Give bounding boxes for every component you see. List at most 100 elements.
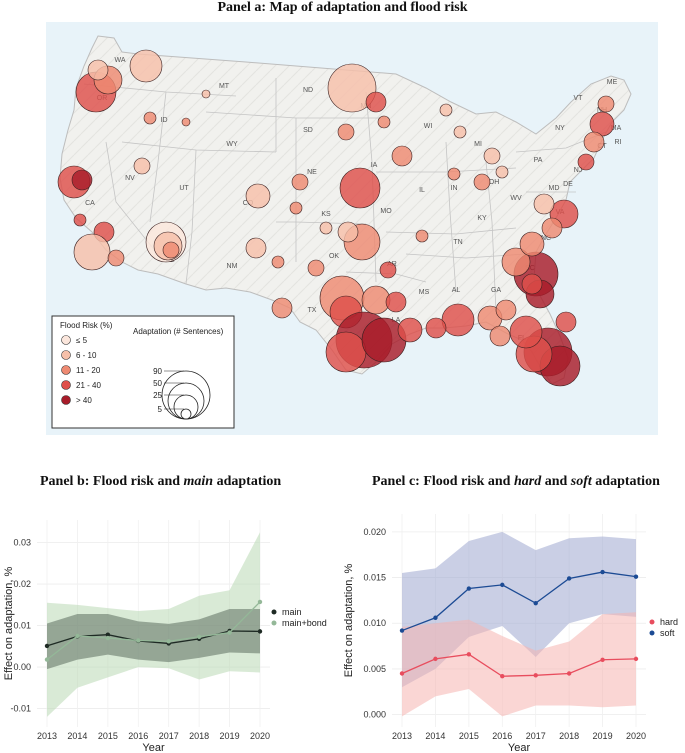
x-tick-label: 2017	[526, 731, 546, 741]
risk-legend-swatch	[61, 395, 71, 405]
map-bubble	[162, 241, 180, 259]
x-axis-label: Year	[142, 742, 165, 753]
map-bubble	[597, 95, 615, 113]
map-bubble	[271, 297, 293, 319]
map-bubble	[583, 131, 605, 153]
legend-label: main	[282, 607, 302, 617]
data-point	[136, 638, 141, 643]
state-label-ms: MS	[419, 289, 430, 296]
map-bubble	[245, 183, 271, 209]
risk-legend-swatch	[61, 380, 71, 390]
map-bubble	[339, 167, 381, 209]
data-point	[633, 656, 639, 662]
map-bubble	[73, 233, 111, 271]
state-label-ca: CA	[85, 200, 95, 207]
data-point	[633, 574, 639, 579]
data-point	[44, 643, 50, 649]
x-tick-label: 2014	[67, 731, 87, 741]
panel-b-title: Panel b: Flood risk and main adaptation	[40, 474, 281, 490]
map-bubble	[483, 147, 501, 165]
risk-legend-label: > 40	[76, 396, 92, 405]
panel-b-title-prefix: Panel b: Flood risk and	[40, 474, 184, 489]
state-label-il: IL	[419, 187, 425, 194]
map-bubble	[379, 261, 397, 279]
panel-b-title-suffix: adaptation	[213, 474, 282, 489]
legend-size-title: Adaptation (# Sentences)	[133, 327, 224, 336]
map-bubble	[385, 291, 407, 313]
map-bubble	[73, 213, 87, 227]
x-tick-label: 2019	[220, 731, 240, 741]
data-point	[105, 632, 111, 637]
x-tick-label: 2018	[189, 731, 209, 741]
state-label-md: MD	[549, 185, 560, 192]
legend-label: soft	[660, 628, 675, 638]
x-tick-label: 2019	[593, 731, 613, 741]
x-tick-label: 2013	[37, 731, 57, 741]
confidence-band-soft	[402, 531, 636, 688]
data-point	[399, 671, 405, 676]
map-bubble	[377, 115, 391, 129]
panel-c-title-prefix: Panel c: Flood risk and	[372, 474, 514, 489]
y-axis-label: Effect on adaptation, %	[3, 567, 15, 681]
data-point	[566, 576, 572, 581]
state-label-nc: NC	[541, 235, 551, 242]
x-tick-label: 2017	[159, 731, 179, 741]
state-label-ga: GA	[491, 287, 501, 294]
state-label-tn: TN	[453, 239, 462, 246]
panel-b-title-em: main	[183, 474, 214, 489]
state-label-ks: KS	[321, 211, 331, 218]
data-point	[600, 657, 605, 662]
map-bubble	[555, 311, 577, 333]
map-bubble	[337, 123, 355, 141]
map-bubble	[541, 217, 563, 239]
y-tick-label: 0.02	[13, 579, 31, 589]
map-legend: Flood Risk (%) ≤ 5 6 - 10 11 - 20 21 - 40 > …	[51, 315, 235, 429]
size-legend-circle	[180, 408, 192, 420]
data-point	[433, 615, 438, 620]
risk-legend-swatch	[61, 350, 71, 360]
data-point	[399, 628, 405, 633]
risk-legend-swatch	[61, 335, 71, 345]
y-tick-label: 0.03	[13, 538, 31, 548]
state-label-id: ID	[161, 117, 168, 124]
state-label-wv: WV	[510, 195, 522, 202]
state-label-nv: NV	[125, 175, 135, 182]
state-label-nm: NM	[227, 263, 238, 270]
state-label-nj: NJ	[574, 167, 583, 174]
data-point	[75, 633, 80, 639]
map-bubble	[397, 317, 423, 343]
map-bubble	[439, 103, 453, 117]
map-bubble	[391, 145, 413, 167]
legend-risk-title: Flood Risk (%)	[60, 321, 113, 330]
y-tick-label: 0.015	[363, 573, 386, 583]
data-point	[533, 673, 538, 678]
risk-legend-label: ≤ 5	[76, 336, 88, 345]
state-label-la: LA	[392, 317, 401, 324]
adaptation-bubbles	[57, 49, 615, 387]
map-bubble	[425, 317, 447, 339]
map-bubble	[319, 221, 333, 235]
map-bubble	[289, 201, 303, 215]
size-legend-label: 25	[153, 391, 162, 400]
map-bubble	[133, 157, 151, 175]
flood-risk-map: WAORCANVIDMTWYUTAZNMCONDSDNEKSOKTXMNIAMO…	[46, 22, 658, 435]
data-point	[500, 674, 505, 679]
y-tick-label: -0.01	[10, 704, 31, 714]
x-axis-label: Year	[508, 742, 531, 753]
state-label-mo: MO	[380, 208, 392, 215]
state-label-me: ME	[607, 79, 618, 86]
map-bubble	[519, 231, 545, 257]
x-tick-label: 2016	[492, 731, 512, 741]
state-label-mi: MI	[474, 141, 482, 148]
x-tick-label: 2020	[250, 731, 270, 741]
legend-marker	[649, 619, 655, 625]
map-bubble	[473, 173, 491, 191]
map-bubble	[201, 89, 211, 99]
risk-legend-swatch	[61, 365, 71, 375]
state-label-de: DE	[563, 181, 573, 188]
map-bubble	[325, 331, 367, 373]
risk-legend-items: ≤ 5 6 - 10 11 - 20 21 - 40 > 40	[61, 335, 101, 405]
y-tick-label: 0.01	[13, 621, 31, 631]
confidence-band-hard	[402, 612, 636, 717]
map-bubble	[447, 167, 461, 181]
